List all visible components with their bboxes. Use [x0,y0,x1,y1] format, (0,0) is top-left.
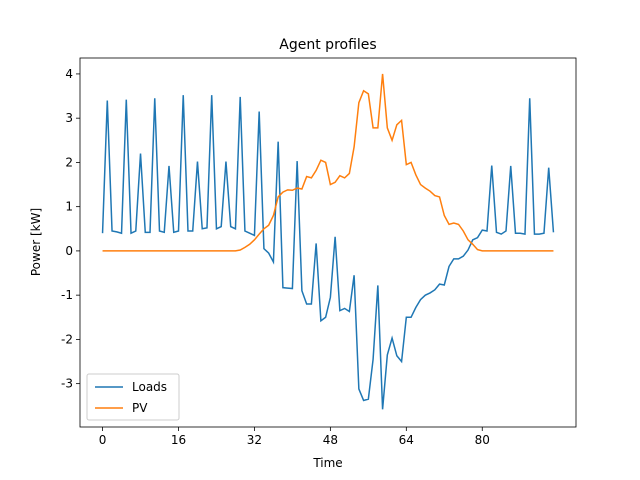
y-tick-label: 0 [65,244,73,258]
y-tick-label: 1 [65,200,73,214]
x-tick-label: 80 [475,433,490,447]
y-tick-label: -3 [61,377,73,391]
legend-label: PV [132,401,148,415]
x-tick-label: 32 [247,433,262,447]
legend-label: Loads [132,380,167,394]
x-tick-label: 64 [399,433,414,447]
chart-title: Agent profiles [279,37,376,53]
y-tick-label: 2 [65,155,73,169]
x-tick-label: 48 [323,433,338,447]
line [101,95,555,410]
y-axis-label: Power [kW] [29,208,43,276]
y-tick-label: 4 [65,67,73,81]
x-tick-label: 16 [171,433,186,447]
x-axis-label: Time [312,456,342,470]
y-tick-label: 3 [65,111,73,125]
y-tick-label: -2 [61,332,73,346]
plot-frame [79,57,577,428]
line [102,73,554,252]
y-tick-label: -1 [61,288,73,302]
x-tick-label: 0 [99,433,107,447]
